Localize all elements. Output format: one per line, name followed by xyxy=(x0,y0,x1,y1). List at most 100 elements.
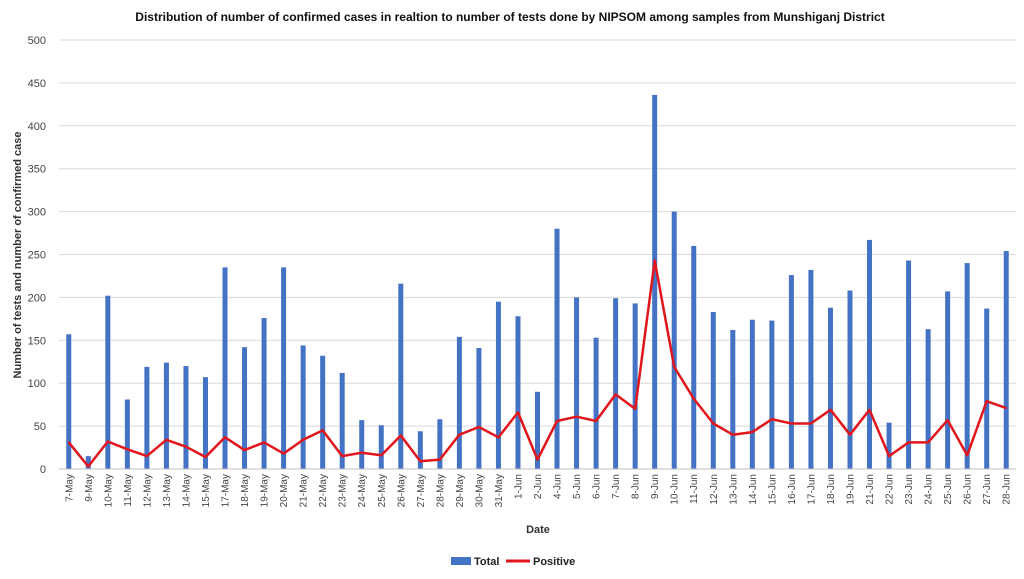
positive-point xyxy=(107,440,109,443)
x-tick-label: 30-May xyxy=(474,474,485,507)
bar-total xyxy=(85,456,91,469)
x-tick-label: 27-Jun xyxy=(982,474,993,505)
y-tick-label: 50 xyxy=(34,421,46,433)
bar-total xyxy=(964,263,970,469)
positive-point xyxy=(458,433,461,436)
bar-total xyxy=(495,301,501,469)
bar-total xyxy=(1003,251,1009,469)
x-tick-label: 10-Jun xyxy=(670,474,681,505)
positive-point xyxy=(985,400,988,403)
x-tick-label: 10-May xyxy=(103,474,114,507)
positive-point xyxy=(146,455,148,457)
positive-point xyxy=(399,434,402,437)
bar-total xyxy=(632,303,638,469)
positive-point xyxy=(849,433,851,436)
bar-total xyxy=(300,345,306,469)
bar-total xyxy=(535,391,540,469)
x-tick-label: 9-Jun xyxy=(650,474,661,499)
x-tick-label: 13-Jun xyxy=(728,474,739,505)
x-tick-label: 23-May xyxy=(338,474,349,507)
bar-total xyxy=(398,283,404,469)
positive-point xyxy=(888,455,890,457)
x-tick-label: 20-May xyxy=(279,474,290,507)
x-tick-label: 16-Jun xyxy=(787,474,798,505)
bar-total xyxy=(359,420,365,469)
positive-line-layer xyxy=(67,259,1008,468)
bar-total xyxy=(574,297,580,469)
positive-point xyxy=(575,415,578,418)
positive-point xyxy=(497,436,500,439)
y-tick-label: 0 xyxy=(40,464,46,476)
bar-total xyxy=(281,267,287,469)
bar-total xyxy=(730,330,736,469)
x-tick-label: 24-Jun xyxy=(924,474,935,505)
bar-total xyxy=(417,431,423,469)
bar-total xyxy=(144,366,150,469)
x-tick-label: 14-May xyxy=(181,474,192,507)
bar-total xyxy=(769,320,775,469)
bar-total xyxy=(847,290,853,469)
x-tick-label: 11-May xyxy=(123,474,134,507)
bar-total xyxy=(867,239,873,469)
x-tick-label: 6-Jun xyxy=(592,474,603,499)
bar-total xyxy=(925,329,931,469)
positive-point xyxy=(165,439,168,441)
y-tick-label: 450 xyxy=(28,78,46,90)
positive-point xyxy=(243,449,246,451)
x-tick-label: 21-Jun xyxy=(865,474,876,505)
bar-total xyxy=(222,267,228,469)
x-tick-label: 21-May xyxy=(299,474,310,507)
y-tick-label: 300 xyxy=(28,207,46,219)
x-tick-label: 13-May xyxy=(162,474,173,507)
y-tick-label: 350 xyxy=(28,164,46,176)
y-tick-label: 250 xyxy=(28,250,46,262)
positive-point xyxy=(439,458,441,461)
legend-positive-label: Positive xyxy=(533,556,575,568)
bar-total xyxy=(339,372,345,469)
y-tick-label: 100 xyxy=(28,378,46,390)
bar-total xyxy=(183,366,189,469)
x-tick-label: 19-May xyxy=(260,474,271,507)
bar-total xyxy=(984,308,990,469)
x-tick-label: 15-May xyxy=(201,474,212,507)
x-tick-label: 14-Jun xyxy=(748,474,759,505)
x-tick-label: 25-May xyxy=(377,474,388,507)
x-tick-label: 28-Jun xyxy=(1002,474,1013,505)
positive-point xyxy=(712,422,715,425)
x-tick-label: 27-May xyxy=(416,474,427,507)
bar-total xyxy=(808,269,814,469)
bar-total xyxy=(124,399,130,469)
x-tick-label: 28-May xyxy=(435,474,446,507)
x-tick-label: 23-Jun xyxy=(904,474,915,505)
bar-total xyxy=(671,211,677,469)
positive-point xyxy=(927,441,929,444)
bar-total xyxy=(456,336,462,469)
x-tick-label: 31-May xyxy=(494,474,505,507)
bar-total xyxy=(691,245,697,469)
x-tick-label: 17-May xyxy=(221,474,232,507)
x-tick-label: 5-Jun xyxy=(572,474,583,499)
x-tick-label: 18-Jun xyxy=(826,474,837,505)
bar-total xyxy=(320,355,326,469)
y-tick-label: 200 xyxy=(28,292,46,304)
bar-total xyxy=(710,311,716,469)
x-tick-label: 9-May xyxy=(84,474,95,502)
x-tick-label: 24-May xyxy=(357,474,368,507)
bar-total xyxy=(515,316,521,469)
gridlines xyxy=(59,39,1016,427)
positive-point xyxy=(517,411,519,414)
positive-point xyxy=(829,408,832,411)
x-tick-label: 7-Jun xyxy=(611,474,622,499)
positive-point xyxy=(282,452,285,455)
bar-total xyxy=(202,377,208,469)
bar-total xyxy=(242,347,248,469)
x-tick-label: 1-Jun xyxy=(514,474,525,499)
x-tick-label: 22-Jun xyxy=(885,474,896,505)
x-tick-label: 17-Jun xyxy=(806,474,817,505)
positive-point xyxy=(907,441,910,444)
positive-point xyxy=(536,458,539,461)
total-bars xyxy=(66,94,1009,470)
x-tick-label: 18-May xyxy=(240,474,251,507)
